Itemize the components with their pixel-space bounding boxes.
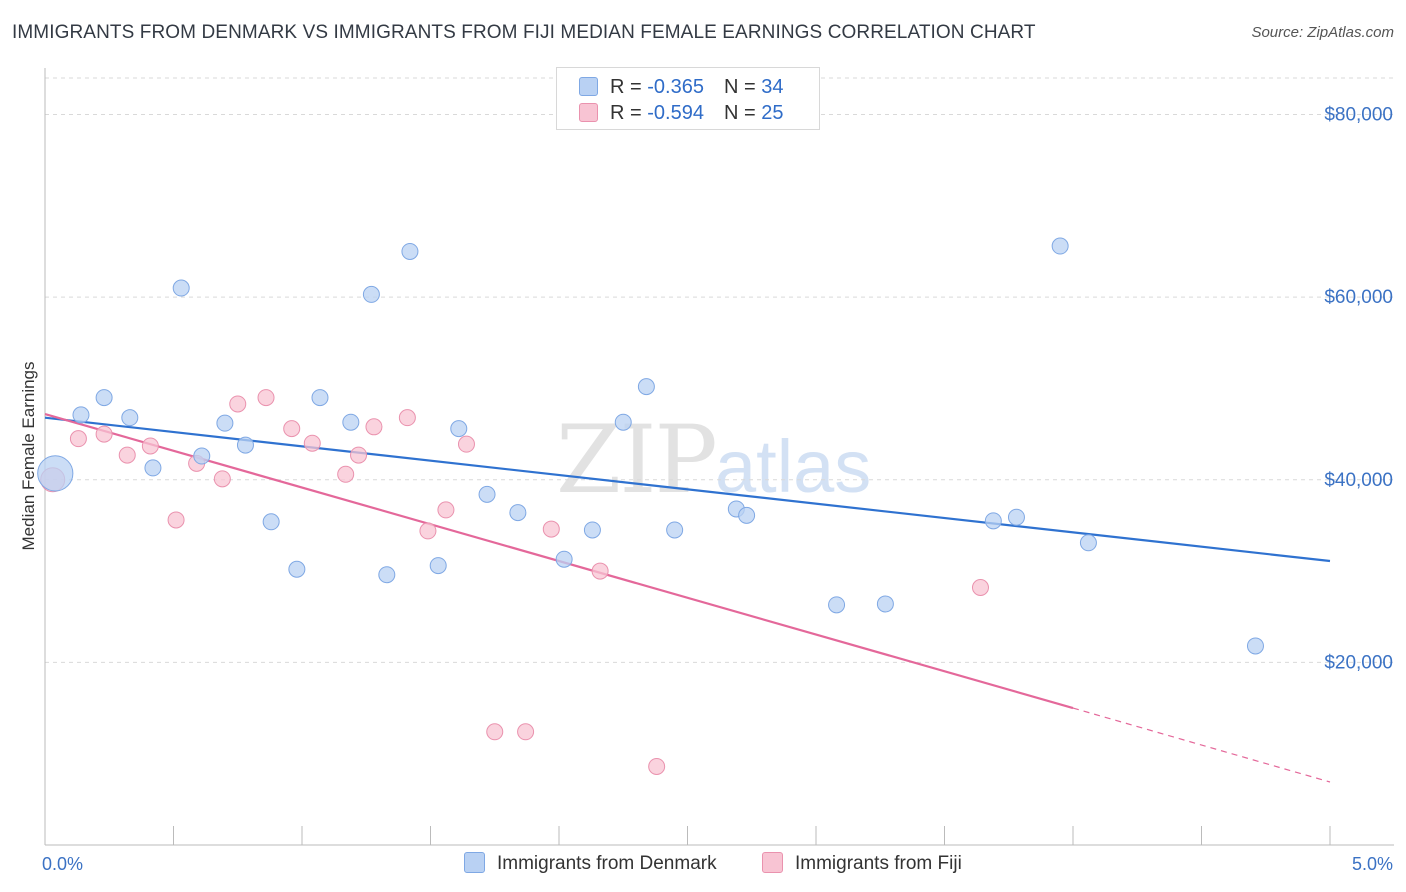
fiji-point (486, 723, 504, 741)
fiji-point (591, 562, 609, 580)
denmark-point (144, 459, 162, 477)
denmark-point (216, 414, 234, 432)
fiji-point (213, 470, 231, 488)
fiji-point (517, 723, 535, 741)
denmark-point (666, 521, 684, 539)
fiji-point (542, 520, 560, 538)
bottom-swatch-denmark (464, 852, 485, 873)
fiji-point (95, 425, 113, 443)
denmark-point (172, 279, 190, 297)
denmark-point (509, 504, 527, 522)
watermark-zip: ZIP (556, 406, 716, 515)
y-tick-label: $60,000 (1324, 287, 1393, 308)
watermark-atlas: atlas (715, 425, 871, 508)
denmark-point (1051, 237, 1069, 255)
denmark-point (1246, 637, 1264, 655)
fiji-point (257, 389, 275, 407)
denmark-point (121, 409, 139, 427)
denmark-point (72, 406, 90, 424)
denmark-point (1079, 534, 1097, 552)
denmark-point (342, 413, 360, 431)
fiji-trend-extension (1072, 707, 1331, 783)
fiji-point (303, 434, 321, 452)
denmark-point (37, 455, 74, 492)
grid-lines (45, 77, 1394, 663)
fiji-point (337, 465, 355, 483)
denmark-point (828, 596, 846, 614)
bottom-swatch-fiji (762, 852, 783, 873)
denmark-point (555, 550, 573, 568)
bottom-legend-fiji: Immigrants from Fiji (762, 852, 962, 875)
denmark-point (362, 285, 380, 303)
legend-swatch-fiji (579, 103, 598, 122)
denmark-point (311, 389, 329, 407)
legend-r-value: -0.365 (647, 76, 704, 98)
legend-n-label: N = (723, 102, 762, 124)
legend-swatch-denmark (579, 77, 598, 96)
y-tick-label: $40,000 (1324, 470, 1393, 491)
denmark-point (401, 242, 419, 260)
denmark-point (583, 521, 601, 539)
denmark-point (984, 512, 1002, 530)
bottom-legend-denmark: Immigrants from Denmark (464, 852, 717, 875)
fiji-point (229, 395, 247, 413)
stats-legend: R = -0.365 N = 34 R = -0.594 N = 25 (556, 67, 820, 130)
tick-labels: $20,000 $40,000 $60,000 $80,000 0.0% 5.0% (42, 105, 1393, 874)
denmark-point (378, 566, 396, 584)
denmark-point (478, 485, 496, 503)
fiji-point (437, 501, 455, 519)
fiji-point (69, 430, 87, 448)
fiji-point (419, 522, 437, 540)
chart-title: IMMIGRANTS FROM DENMARK VS IMMIGRANTS FR… (12, 22, 1036, 43)
legend-r-label: R = (610, 102, 648, 124)
denmark-point (193, 447, 211, 465)
legend-r-label: R = (610, 76, 648, 98)
legend-n-label: N = (723, 76, 762, 98)
denmark-point (288, 560, 306, 578)
legend-row-fiji: R = -0.594 N = 25 (579, 102, 783, 126)
denmark-point (450, 420, 468, 438)
denmark-point (876, 595, 894, 613)
watermark: ZIP atlas (556, 406, 871, 515)
legend-n-value: 34 (761, 76, 784, 98)
fiji-point (398, 409, 416, 427)
denmark-point (262, 513, 280, 531)
fiji-point (167, 511, 185, 529)
bottom-legend-label-denmark: Immigrants from Denmark (497, 853, 717, 874)
fiji-point (141, 437, 159, 455)
denmark-point (95, 389, 113, 407)
y-tick-label: $20,000 (1324, 652, 1393, 673)
axes (44, 68, 1394, 846)
fiji-point (648, 757, 666, 775)
denmark-point (738, 506, 756, 524)
y-axis-label: Median Female Earnings (19, 362, 38, 551)
legend-n-value: 25 (761, 102, 784, 124)
denmark-point (614, 413, 632, 431)
y-tick-label: $80,000 (1324, 105, 1393, 126)
x-tick-label: 0.0% (42, 854, 83, 874)
fiji-point (283, 420, 301, 438)
x-tick-label: 5.0% (1352, 854, 1393, 874)
denmark-trend-line (44, 416, 1331, 563)
denmark-point (637, 378, 655, 396)
source-label: Source: ZipAtlas.com (1251, 24, 1394, 41)
fiji-point (350, 446, 368, 464)
fiji-point (457, 435, 475, 453)
legend-r-value: -0.594 (647, 102, 704, 124)
legend-row-denmark: R = -0.365 N = 34 (579, 76, 783, 100)
denmark-point (1007, 508, 1025, 526)
fiji-point (118, 446, 136, 464)
denmark-point (236, 436, 254, 454)
fiji-point (971, 579, 989, 597)
bottom-legend-label-fiji: Immigrants from Fiji (795, 853, 962, 874)
data-points (37, 237, 1264, 775)
denmark-point (429, 557, 447, 575)
fiji-point (365, 418, 383, 436)
